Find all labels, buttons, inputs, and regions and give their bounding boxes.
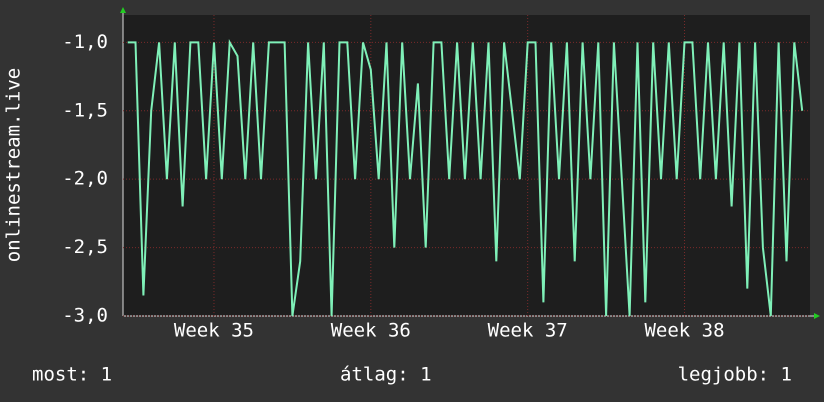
y-tick-label: -2,0 (62, 168, 108, 190)
footer-current: most: 1 (32, 364, 112, 386)
y-axis-label: onlinestream.live (3, 68, 25, 262)
x-tick-label: Week 35 (174, 320, 254, 342)
data-line (127, 38, 804, 317)
footer-average: átlag: 1 (340, 364, 432, 386)
y-arrow (120, 7, 126, 13)
x-tick-label: Week 38 (644, 320, 724, 342)
y-tick-label: -2,5 (62, 236, 108, 258)
x-arrow (814, 313, 820, 319)
footer-best: legjobb: 1 (678, 364, 792, 386)
y-tick-label: -1,0 (62, 31, 108, 53)
x-tick-label: Week 37 (488, 320, 568, 342)
y-tick-label: -3,0 (62, 305, 108, 327)
x-tick-label: Week 36 (331, 320, 411, 342)
y-tick-label: -1,5 (62, 99, 108, 121)
